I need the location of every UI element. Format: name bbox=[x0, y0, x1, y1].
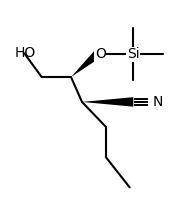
Polygon shape bbox=[82, 97, 133, 107]
Text: N: N bbox=[153, 95, 163, 109]
Polygon shape bbox=[71, 51, 100, 77]
Text: O: O bbox=[95, 47, 106, 61]
Text: HO: HO bbox=[14, 46, 36, 60]
Text: Si: Si bbox=[127, 47, 140, 61]
